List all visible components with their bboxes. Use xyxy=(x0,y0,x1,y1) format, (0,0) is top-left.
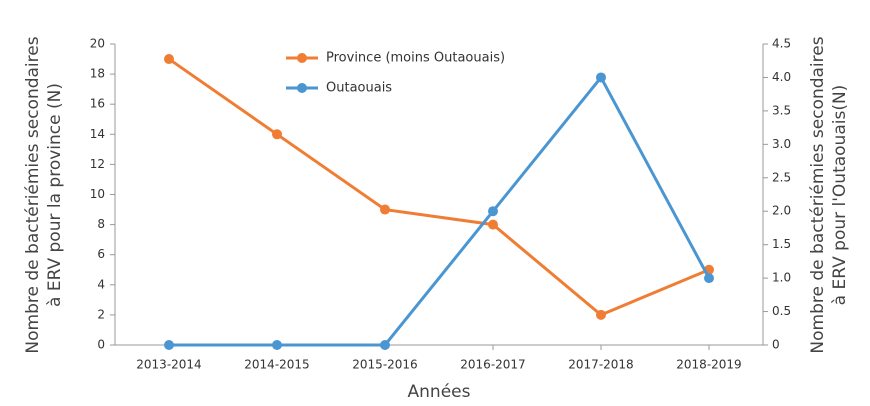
y2-tick-label: 3.5 xyxy=(772,103,791,117)
data-point xyxy=(596,72,606,83)
y-tick-label: 16 xyxy=(90,97,105,111)
y2-tick-label: 4.5 xyxy=(772,37,791,51)
data-point xyxy=(380,340,390,350)
y2-axis-title-line: Nombre de bactériémies secondaires xyxy=(808,36,828,353)
y-tick-label: 18 xyxy=(90,67,105,81)
y-tick-label: 4 xyxy=(97,277,105,291)
data-point xyxy=(488,219,498,230)
y-axis-title-line: Nombre de bactériémies secondaires xyxy=(23,36,43,353)
y2-tick-label: 1.0 xyxy=(772,271,791,285)
x-tick-label: 2013-2014 xyxy=(136,358,201,372)
legend-marker xyxy=(297,53,307,63)
data-point xyxy=(272,340,282,350)
data-point xyxy=(488,206,498,217)
y2-tick-label: 2.0 xyxy=(772,204,791,218)
series-line xyxy=(168,57,710,317)
y-tick-label: 2 xyxy=(97,307,105,321)
y-axis-title-line: à ERV pour la province (N) xyxy=(45,83,65,307)
x-tick-label: 2017-2018 xyxy=(568,358,633,372)
y-tick-label: 10 xyxy=(90,187,105,201)
y-axis-title: Nombre de bactériémies secondaires à ERV… xyxy=(23,36,65,353)
data-point xyxy=(272,129,282,140)
data-point xyxy=(380,204,390,215)
legend-marker xyxy=(297,83,307,93)
y2-tick-label: 1.5 xyxy=(772,237,791,251)
x-tick-label: 2016-2017 xyxy=(460,358,525,372)
x-tick-label: 2015-2016 xyxy=(352,358,417,372)
y-tick-label: 14 xyxy=(90,127,105,141)
y-tick-label: 12 xyxy=(90,157,105,171)
y-tick-label: 0 xyxy=(97,338,105,352)
legend-label: Province (moins Outaouais) xyxy=(326,51,505,66)
y2-axis-title-line: à ERV pour l'Outaouais(N) xyxy=(830,85,850,306)
y2-tick-label: 2.5 xyxy=(772,170,791,184)
data-point xyxy=(596,309,606,320)
data-point xyxy=(704,273,714,284)
y2-tick-label: 3.0 xyxy=(772,137,791,151)
legend-label: Outaouais xyxy=(326,81,392,96)
data-point xyxy=(164,54,174,65)
y2-tick-label: 4.0 xyxy=(772,70,791,84)
x-tick-label: 2018-2019 xyxy=(676,358,741,372)
y-tick-label: 6 xyxy=(97,247,105,261)
data-point xyxy=(164,340,174,350)
y2-tick-label: 0.5 xyxy=(772,304,791,318)
x-axis-title: Années xyxy=(408,382,471,402)
y2-axis-title: Nombre de bactériémies secondaires à ERV… xyxy=(808,36,850,353)
y-tick-label: 20 xyxy=(90,37,105,51)
series-line xyxy=(169,74,711,347)
x-tick-label: 2014-2015 xyxy=(244,358,309,372)
y2-tick-label: 0 xyxy=(772,338,780,352)
y-tick-label: 8 xyxy=(97,217,105,231)
